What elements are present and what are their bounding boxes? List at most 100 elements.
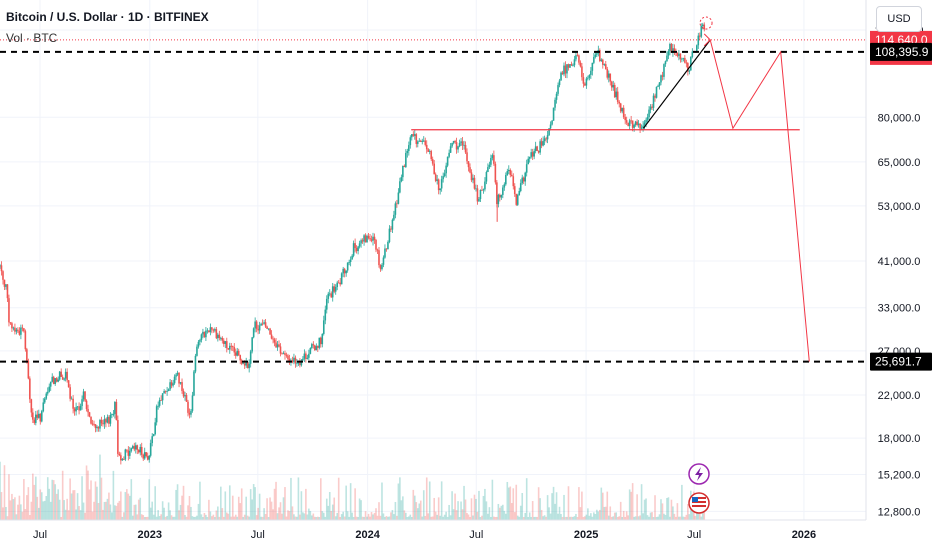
volume-bar bbox=[549, 513, 552, 520]
volume-bar bbox=[143, 516, 146, 520]
volume-bar bbox=[579, 507, 582, 520]
candle-body bbox=[439, 188, 441, 191]
candle-body bbox=[500, 194, 503, 198]
candle-body bbox=[509, 169, 512, 175]
candle-body bbox=[436, 179, 438, 181]
volume-bar bbox=[654, 495, 656, 520]
candle-body bbox=[173, 376, 176, 384]
candle-body bbox=[78, 406, 80, 411]
volume-bar bbox=[439, 515, 441, 520]
volume-bar bbox=[302, 512, 304, 520]
candle-body bbox=[449, 146, 452, 153]
candle-body bbox=[393, 214, 395, 220]
volume-bar bbox=[485, 501, 488, 520]
volume-bar bbox=[57, 489, 59, 520]
volume-bar bbox=[597, 511, 600, 520]
candle-body bbox=[88, 412, 91, 417]
volume-bar bbox=[370, 512, 373, 520]
volume-bar bbox=[415, 502, 418, 520]
volume-bar bbox=[321, 511, 324, 520]
candle-body bbox=[124, 449, 127, 460]
candle-body bbox=[6, 284, 9, 299]
volume-bar bbox=[64, 509, 67, 520]
candle-body bbox=[536, 146, 538, 151]
volume-bar bbox=[440, 481, 443, 520]
candle-body bbox=[282, 353, 285, 354]
volume-bar bbox=[126, 489, 128, 520]
candle-body bbox=[467, 161, 470, 168]
volume-bar bbox=[530, 516, 532, 520]
volume-bar bbox=[102, 509, 104, 520]
candle-body bbox=[352, 243, 355, 256]
candle-body bbox=[610, 81, 613, 88]
volume-bar bbox=[418, 503, 421, 520]
drawings bbox=[0, 16, 866, 363]
candle-body bbox=[399, 181, 401, 193]
candle-body bbox=[0, 265, 1, 267]
volume-bar bbox=[624, 516, 626, 520]
volume-bar bbox=[325, 498, 328, 520]
candle-body bbox=[648, 109, 650, 118]
candle-body bbox=[570, 64, 573, 66]
volume-bar bbox=[467, 514, 470, 520]
volume-bar bbox=[363, 516, 365, 520]
candle-body bbox=[700, 25, 703, 37]
volume-bar bbox=[681, 484, 683, 520]
currency-button[interactable]: USD bbox=[876, 6, 922, 32]
candle-body bbox=[519, 183, 522, 192]
candle-body bbox=[613, 84, 616, 98]
candle-body bbox=[102, 423, 104, 425]
candle-body bbox=[287, 355, 289, 360]
volume-bar bbox=[199, 481, 201, 520]
candle-body bbox=[340, 273, 343, 285]
candle-body bbox=[558, 80, 561, 86]
volume-bar bbox=[358, 498, 361, 520]
candle-body bbox=[215, 329, 218, 339]
us-flag-icon[interactable] bbox=[688, 492, 710, 514]
volume-bar bbox=[613, 512, 616, 520]
volume-bar bbox=[305, 488, 307, 520]
volume-bar bbox=[17, 504, 19, 520]
candle-body bbox=[569, 64, 571, 68]
support-tag-bg bbox=[870, 352, 932, 371]
candle-body bbox=[81, 399, 83, 407]
candle-body bbox=[434, 174, 437, 181]
candle-body bbox=[487, 167, 489, 172]
time-tick-label: Jul bbox=[33, 529, 47, 541]
time-axis: Jul 2023 Jul 2024 Jul 2025 Jul 2026 bbox=[33, 529, 816, 541]
resistance-tag-text: 108,395.9 bbox=[875, 45, 929, 59]
volume-bar bbox=[675, 516, 677, 520]
price-axis: 120,000.080,000.065,000.053,000.041,000.… bbox=[875, 25, 924, 518]
candle-body bbox=[200, 334, 203, 340]
volume-bar bbox=[631, 483, 634, 520]
candle-body bbox=[120, 455, 122, 461]
volume-bar bbox=[60, 516, 62, 520]
volume-bar bbox=[546, 495, 549, 520]
volume-bar bbox=[209, 511, 212, 520]
candle-body bbox=[114, 401, 116, 414]
candle-body bbox=[485, 171, 488, 182]
lightning-icon[interactable] bbox=[688, 463, 710, 485]
volume-bar bbox=[112, 470, 115, 520]
volume-bar bbox=[176, 484, 179, 520]
volume-bar bbox=[276, 513, 279, 520]
volume-bar bbox=[603, 506, 606, 520]
candle-body bbox=[193, 371, 195, 396]
candle-body bbox=[654, 95, 656, 98]
volume-bar bbox=[628, 489, 631, 520]
candle-body bbox=[408, 145, 410, 151]
candle-body bbox=[349, 259, 352, 262]
candle-body bbox=[325, 298, 328, 310]
candle-body bbox=[534, 146, 537, 152]
volume-bar bbox=[240, 488, 243, 520]
volume-bar bbox=[509, 486, 512, 520]
volume-bar bbox=[601, 492, 604, 520]
volume-bar bbox=[536, 516, 538, 520]
volume-bar bbox=[172, 516, 174, 520]
volume-bar bbox=[264, 513, 267, 520]
candle-body bbox=[134, 445, 137, 450]
candle-body bbox=[26, 349, 28, 361]
volume-bar bbox=[114, 505, 116, 520]
candle-body bbox=[516, 195, 519, 205]
